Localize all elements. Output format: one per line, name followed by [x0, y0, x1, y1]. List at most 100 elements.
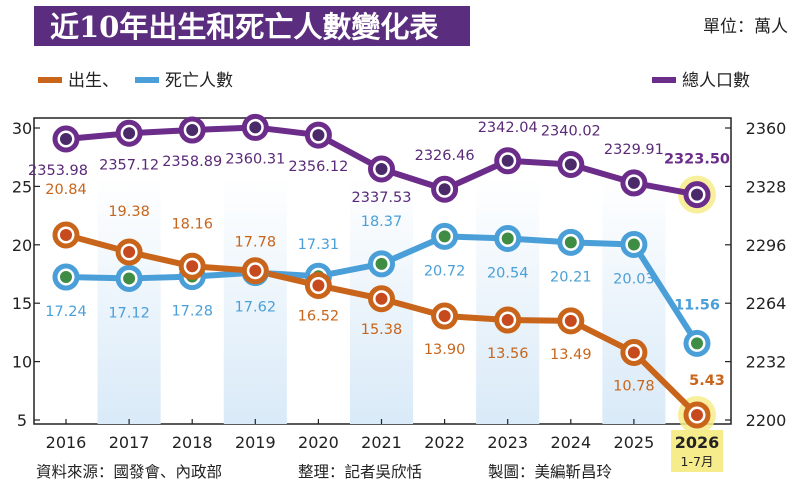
- deaths-point-core: [564, 236, 577, 249]
- population-data-label: 2358.89: [162, 154, 222, 170]
- x-tick-label: 2016: [46, 433, 87, 452]
- x-tick-label: 2019: [235, 433, 276, 452]
- year-band: [602, 176, 666, 424]
- deaths-point-core: [438, 230, 451, 243]
- population-data-label: 2357.12: [99, 157, 159, 173]
- deaths-data-label: 20.21: [550, 269, 592, 285]
- deaths-data-label: 20.54: [487, 265, 529, 281]
- births-data-label: 10.78: [613, 378, 655, 394]
- right-tick-label: 2328: [746, 177, 787, 196]
- x-tick-label: 2020: [298, 433, 339, 452]
- births-point-core: [627, 346, 640, 359]
- births-point-core: [691, 408, 703, 421]
- population-data-label: 2360.31: [225, 151, 285, 167]
- right-tick-label: 2232: [746, 353, 787, 372]
- births-data-label: 18.16: [171, 216, 213, 232]
- births-data-label: 16.52: [298, 308, 340, 324]
- x-tick-label: 2022: [424, 433, 465, 452]
- deaths-data-label: 17.28: [171, 304, 213, 320]
- births-point-core: [60, 228, 72, 241]
- left-tick-label: 20: [12, 236, 32, 255]
- births-point-core: [564, 314, 577, 327]
- x-tick-note: 1-7月: [681, 454, 714, 469]
- population-point-core: [438, 183, 451, 196]
- deaths-data-label: 20.03: [613, 271, 655, 287]
- footer-source: 資料來源：國發會、內政部: [36, 463, 222, 481]
- footer-designer: 製圖：美編靳昌玲: [488, 463, 613, 481]
- x-tick-label: 2024: [550, 433, 591, 452]
- legend-births-label: 出生、: [68, 71, 119, 91]
- left-tick-label: 30: [12, 119, 32, 138]
- deaths-data-label: 20.72: [424, 263, 466, 279]
- legend-deaths-label: 死亡人數: [165, 71, 233, 91]
- right-tick-label: 2360: [746, 119, 787, 138]
- x-tick-label: 2026: [675, 433, 720, 452]
- population-point-core: [375, 163, 388, 176]
- deaths-data-label: 17.12: [108, 305, 150, 321]
- births-point-core: [375, 292, 388, 305]
- left-tick-label: 10: [12, 353, 32, 372]
- births-data-label: 13.56: [487, 346, 529, 362]
- births-data-label: 13.90: [424, 342, 466, 358]
- deaths-data-label: 11.56: [674, 297, 720, 313]
- population-point-core: [312, 129, 325, 142]
- births-data-label: 15.38: [361, 322, 403, 338]
- births-point-core: [186, 260, 199, 273]
- population-point-core: [501, 154, 514, 167]
- births-point-core: [501, 314, 514, 327]
- births-data-label: 5.43: [689, 373, 725, 389]
- x-tick-highlight: [671, 430, 723, 472]
- x-tick-label: 2023: [487, 433, 528, 452]
- population-data-label: 2323.50: [664, 152, 730, 168]
- left-tick-label: 5: [17, 411, 27, 430]
- population-data-label: 2337.53: [352, 190, 412, 206]
- population-point-core: [249, 121, 262, 134]
- chart-title: 近10年出生和死亡人數變化表: [50, 10, 438, 44]
- population-data-label: 2353.98: [28, 163, 88, 179]
- deaths-point-core: [60, 271, 72, 284]
- population-point-core: [564, 158, 577, 171]
- population-point-core: [691, 188, 703, 201]
- population-data-label: 2340.02: [541, 123, 601, 139]
- population-data-label: 2356.12: [288, 159, 348, 175]
- deaths-data-label: 17.31: [298, 237, 340, 253]
- population-point-core: [186, 124, 199, 137]
- title-banner: [34, 6, 470, 46]
- deaths-data-label: 18.37: [361, 214, 403, 230]
- legend-population-label: 總人口數: [682, 71, 750, 91]
- x-tick-label: 2017: [109, 433, 150, 452]
- left-tick-label: 25: [12, 177, 32, 196]
- left-tick-label: 15: [12, 294, 32, 313]
- deaths-point-core: [627, 238, 640, 251]
- deaths-data-label: 17.24: [45, 304, 87, 320]
- population-data-label: 2326.46: [415, 148, 475, 164]
- births-point-core: [438, 310, 451, 323]
- right-tick-label: 2264: [746, 294, 787, 313]
- deaths-point-core: [501, 232, 514, 245]
- births-data-label: 17.78: [235, 235, 277, 251]
- births-data-label: 13.49: [550, 347, 592, 363]
- births-data-label: 19.38: [108, 204, 150, 220]
- x-tick-label: 2021: [361, 433, 402, 452]
- right-tick-label: 2296: [746, 236, 787, 255]
- deaths-point-core: [375, 257, 388, 270]
- population-point-core: [60, 132, 72, 145]
- population-data-label: 2342.04: [478, 120, 538, 136]
- deaths-data-label: 17.62: [235, 300, 277, 316]
- population-point-core: [627, 176, 640, 189]
- population-data-label: 2329.91: [604, 142, 664, 158]
- year-band: [476, 176, 540, 424]
- births-point-core: [249, 264, 262, 277]
- unit-label: 單位：萬人: [703, 17, 788, 37]
- year-band: [97, 176, 161, 424]
- population-point-core: [123, 127, 136, 140]
- deaths-point-core: [123, 272, 136, 285]
- right-tick-label: 2200: [746, 411, 787, 430]
- x-tick-label: 2025: [614, 433, 655, 452]
- deaths-point-core: [691, 337, 703, 350]
- births-data-label: 20.84: [45, 182, 87, 198]
- year-band: [223, 176, 287, 424]
- footer-editor: 整理：記者吳欣恬: [298, 463, 422, 481]
